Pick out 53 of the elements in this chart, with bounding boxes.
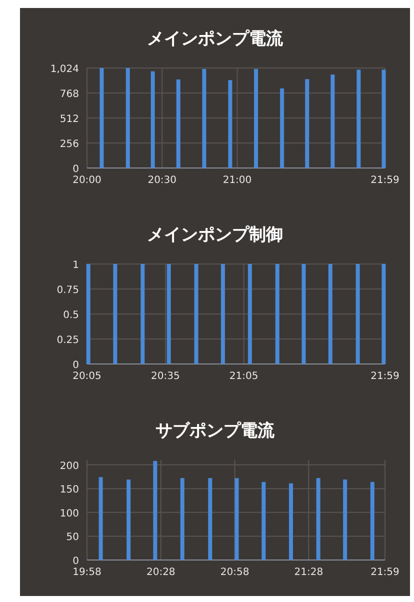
bar xyxy=(228,80,232,168)
chart-title: サブポンプ電流 xyxy=(156,421,276,441)
bar xyxy=(262,482,266,560)
y-tick-label: 0.5 xyxy=(63,310,79,321)
bar xyxy=(126,68,130,168)
bar xyxy=(126,480,131,560)
y-tick-label: 0.25 xyxy=(56,335,79,346)
y-tick-label: 1,024 xyxy=(50,64,79,75)
bar xyxy=(234,478,239,560)
bar xyxy=(153,460,158,560)
x-tick-label: 21:59 xyxy=(370,175,400,186)
bar xyxy=(208,478,212,560)
x-tick-label: 20:28 xyxy=(146,567,176,578)
x-tick-label: 21:59 xyxy=(370,567,400,578)
x-tick-label: 21:28 xyxy=(294,567,324,578)
y-tick-label: 0 xyxy=(72,360,79,371)
bar xyxy=(98,477,103,560)
x-tick-label: 21:59 xyxy=(370,371,400,382)
chart-title: メインポンプ電流 xyxy=(147,29,284,49)
y-tick-label: 0 xyxy=(72,556,79,567)
y-tick-label: 0 xyxy=(72,164,79,175)
x-tick-label: 19:58 xyxy=(72,567,102,578)
x-tick-label: 20:30 xyxy=(148,175,177,186)
y-tick-label: 200 xyxy=(60,460,79,472)
x-tick-label: 20:00 xyxy=(72,175,102,186)
bar xyxy=(305,79,310,168)
bar xyxy=(316,478,320,560)
y-tick-label: 50 xyxy=(66,532,79,544)
y-tick-label: 0.75 xyxy=(56,285,79,296)
x-tick-label: 20:58 xyxy=(220,567,250,578)
bar xyxy=(330,74,335,168)
bar xyxy=(180,478,184,560)
bar xyxy=(176,79,180,168)
bar xyxy=(100,68,104,168)
bar xyxy=(202,68,206,168)
y-tick-label: 1 xyxy=(72,260,79,271)
x-tick-label: 21:05 xyxy=(229,371,258,382)
bar xyxy=(370,482,374,560)
bar xyxy=(280,88,284,168)
y-tick-label: 150 xyxy=(60,484,79,496)
x-tick-label: 20:05 xyxy=(72,371,102,382)
y-tick-label: 100 xyxy=(60,508,79,520)
y-tick-label: 512 xyxy=(60,114,79,125)
bar xyxy=(254,68,258,168)
bar xyxy=(288,483,293,560)
bar xyxy=(150,71,155,168)
x-tick-label: 20:35 xyxy=(151,371,180,382)
bar xyxy=(343,480,348,560)
chart-title: メインポンプ制御 xyxy=(147,225,283,245)
y-tick-label: 256 xyxy=(60,139,79,150)
bar xyxy=(356,70,361,168)
y-tick-label: 768 xyxy=(60,89,79,100)
x-tick-label: 21:00 xyxy=(222,175,252,186)
